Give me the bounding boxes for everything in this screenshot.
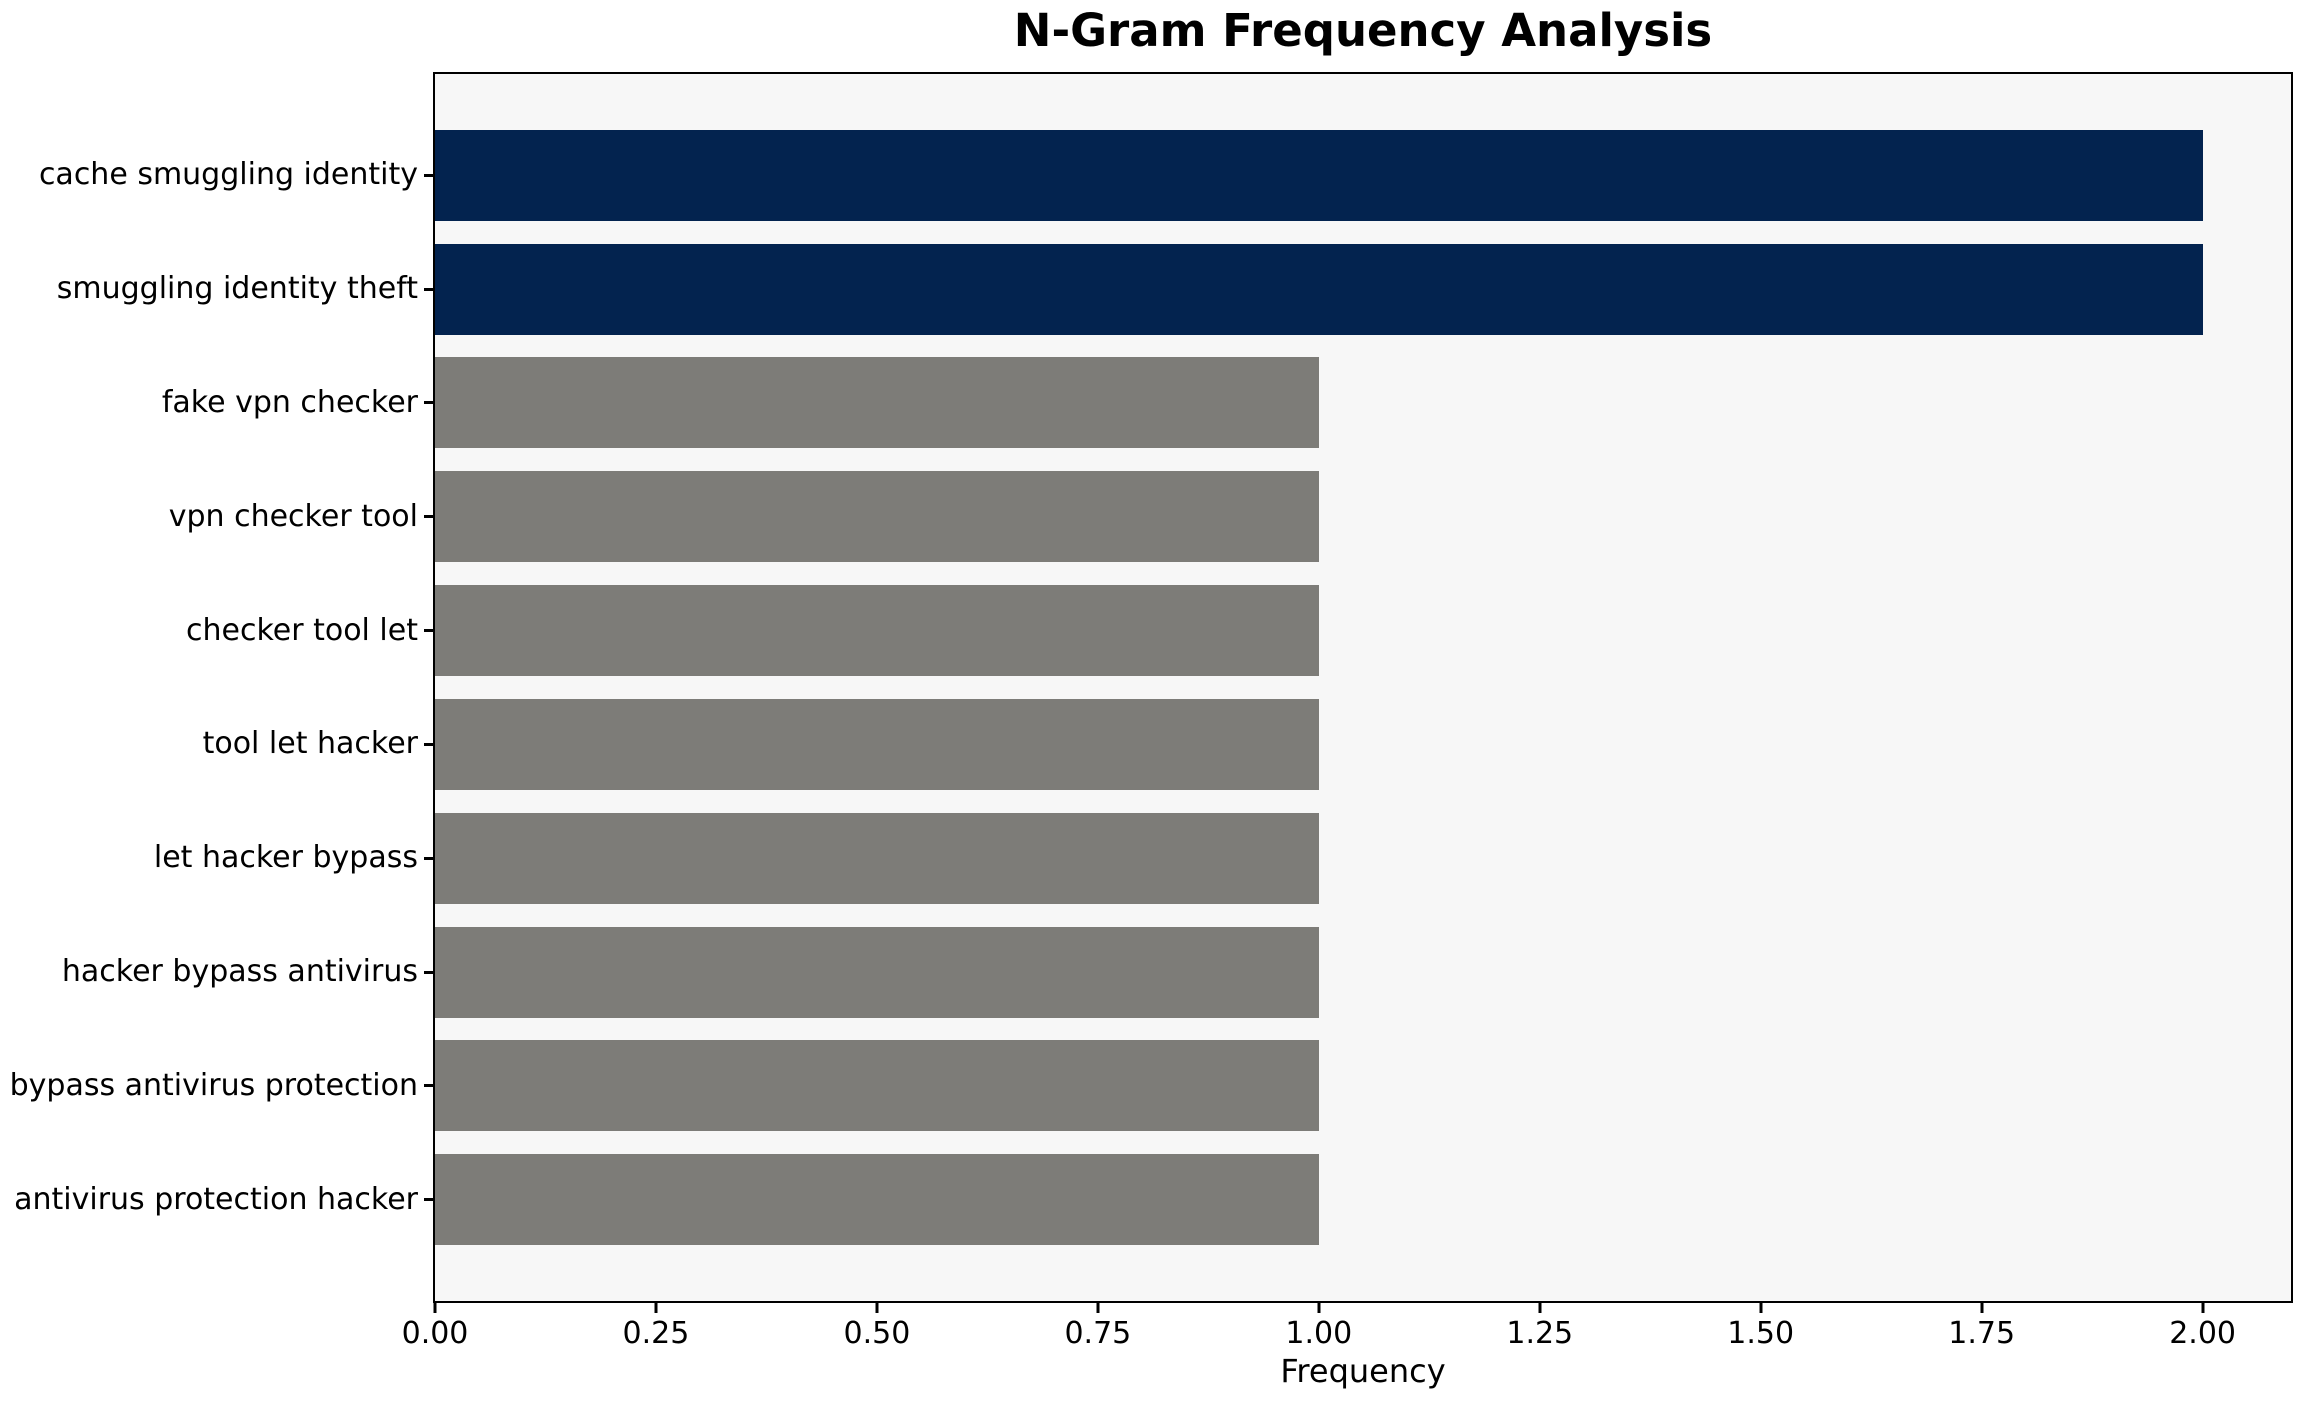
y-tick-label: bypass antivirus protection <box>9 1067 418 1103</box>
bar <box>435 243 2203 335</box>
y-tick-mark <box>424 970 433 974</box>
plot-area: cache smuggling identity smuggling identi… <box>10 72 2293 1349</box>
y-tick-label: tool let hacker <box>202 726 418 762</box>
bar <box>435 1154 1319 1246</box>
x-tick-mark <box>433 1303 437 1313</box>
x-tick-label: 0.75 <box>1064 1316 1132 1351</box>
y-tick-label: let hacker bypass <box>153 840 418 876</box>
y-tick-label: antivirus protection hacker <box>14 1181 418 1217</box>
y-tick-mark <box>424 1198 433 1202</box>
y-tick-label: smuggling identity theft <box>56 271 418 307</box>
y-tick-mark <box>424 856 433 860</box>
bar <box>435 698 1319 790</box>
x-tick-mark <box>1317 1303 1321 1313</box>
y-tick-mark <box>424 173 433 177</box>
y-tick-label: vpn checker tool <box>168 498 418 534</box>
x-tick-mark <box>875 1303 879 1313</box>
x-tick-mark <box>1759 1303 1763 1313</box>
x-tick-label: 0.50 <box>843 1316 911 1351</box>
x-tick-label: 1.25 <box>1506 1316 1574 1351</box>
bar <box>435 129 2203 221</box>
y-tick-mark <box>424 515 433 519</box>
y-tick-mark <box>424 1084 433 1088</box>
x-tick-mark <box>1980 1303 1984 1313</box>
bar <box>435 357 1319 449</box>
bar <box>435 812 1319 904</box>
bar <box>435 585 1319 677</box>
y-tick-mark <box>424 401 433 405</box>
y-tick-mark <box>424 629 433 633</box>
x-tick-mark <box>1096 1303 1100 1313</box>
x-tick-label: 1.00 <box>1285 1316 1353 1351</box>
x-tick-mark <box>1538 1303 1542 1313</box>
y-tick-mark <box>424 742 433 746</box>
bar <box>435 1040 1319 1132</box>
x-tick-label: 0.25 <box>622 1316 690 1351</box>
x-tick-label: 1.75 <box>1948 1316 2016 1351</box>
bar <box>435 926 1319 1018</box>
x-tick-label: 1.50 <box>1727 1316 1795 1351</box>
x-tick-mark <box>2201 1303 2205 1313</box>
chart-title: N-Gram Frequency Analysis <box>1013 4 1713 57</box>
y-tick-label: hacker bypass antivirus <box>61 954 418 990</box>
x-tick-mark <box>654 1303 658 1313</box>
y-tick-label: checker tool let <box>186 612 418 648</box>
x-axis-label: Frequency <box>1280 1352 1446 1390</box>
y-tick-label: cache smuggling identity <box>38 157 418 193</box>
x-tick-label: 2.00 <box>2169 1316 2237 1351</box>
y-tick-label: fake vpn checker <box>161 384 418 420</box>
y-tick-mark <box>424 287 433 291</box>
x-tick-label: 0.00 <box>401 1316 469 1351</box>
bar <box>435 471 1319 563</box>
